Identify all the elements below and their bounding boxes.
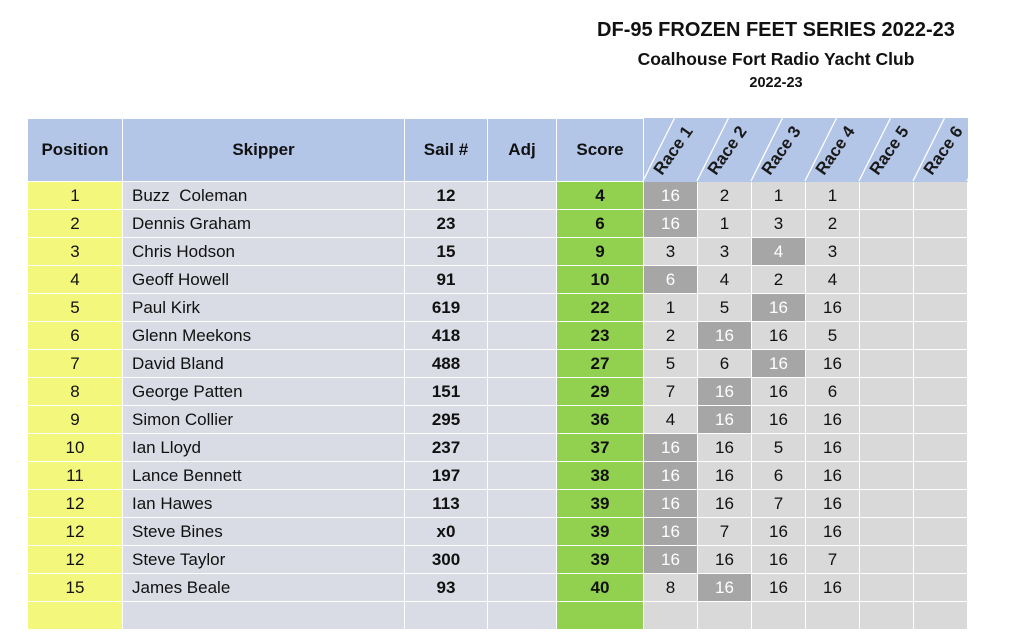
svg-text:Race 2: Race 2: [704, 122, 751, 178]
svg-text:Race 4: Race 4: [812, 122, 859, 178]
svg-text:Race 1: Race 1: [650, 122, 697, 178]
svg-text:Race 3: Race 3: [758, 122, 805, 178]
svg-text:Race 6: Race 6: [920, 122, 967, 178]
svg-text:Race 5: Race 5: [866, 122, 913, 178]
